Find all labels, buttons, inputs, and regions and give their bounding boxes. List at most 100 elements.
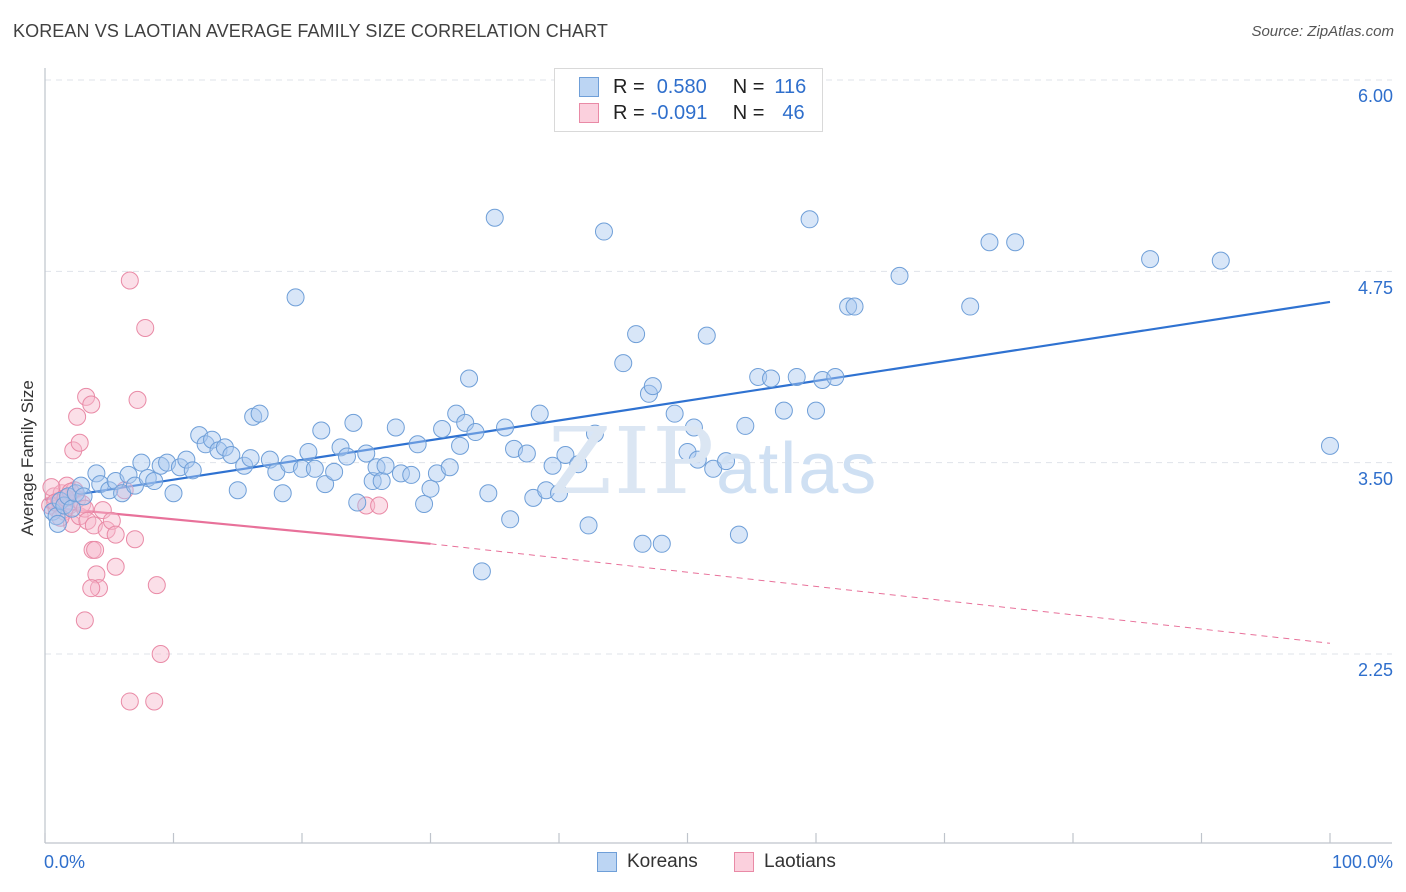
n-value: 46 [782, 101, 805, 124]
korean-point [550, 484, 568, 503]
laotian-point [136, 318, 155, 337]
korean-point [594, 222, 613, 241]
laotian-point [82, 395, 101, 414]
korean-point [774, 401, 793, 420]
laotian-trend-line-extrapolated [430, 543, 1331, 644]
korean-point [585, 424, 604, 443]
korean-point [678, 442, 697, 461]
korean-point [325, 462, 344, 481]
korean-point [807, 401, 825, 420]
korean-point [273, 484, 292, 503]
laotian-point [68, 407, 87, 426]
korean-point [569, 455, 588, 474]
korean-point [890, 266, 909, 285]
korean-point [456, 413, 475, 432]
stats-legend-korean: R = 0.580 N = 116 [579, 75, 806, 99]
korean-point [839, 297, 858, 316]
korean-point [845, 297, 864, 316]
korean-point [543, 456, 562, 475]
korean-point [286, 288, 305, 307]
laotian-point [70, 433, 89, 452]
korean-point [145, 472, 164, 491]
korean-point [357, 444, 376, 463]
laotian-point [147, 576, 166, 595]
korean-point [74, 487, 93, 506]
legend-label-koreans: Koreans [627, 851, 698, 872]
y-tick-label: 3.50 [1357, 469, 1393, 489]
korean-point [386, 418, 405, 437]
laotian-point [89, 579, 108, 598]
korean-point [293, 459, 311, 478]
laotian-point [82, 579, 101, 598]
korean-point [228, 481, 247, 500]
korean-point [697, 326, 716, 345]
r-label: R = [613, 75, 645, 98]
legend-item-koreans[interactable]: Koreans [597, 851, 698, 873]
x-tick-label-max: 100.0% [1331, 852, 1393, 872]
korean-point [331, 438, 350, 457]
stats-legend: R = 0.580 N = 116 R = -0.091 N = 46 [554, 68, 823, 132]
y-axis-title: Average Family Size [18, 380, 37, 536]
korean-point [402, 465, 421, 484]
korean-point [235, 456, 254, 475]
legend-item-laotians[interactable]: Laotians [734, 851, 836, 873]
laotian-point [115, 481, 134, 500]
laotian-point [145, 692, 164, 711]
watermark: ZIPatlas [548, 408, 878, 515]
korean-point [71, 476, 90, 495]
y-tick-label: 4.75 [1357, 278, 1393, 298]
korean-point [222, 446, 241, 465]
korean-point [87, 464, 106, 483]
korean-point [627, 325, 646, 344]
n-label: N = [732, 75, 765, 98]
korean-point [749, 367, 768, 386]
korean-point [800, 210, 819, 229]
y-tick-label: 6.00 [1357, 86, 1393, 106]
watermark-atlas: atlas [716, 429, 879, 509]
r-label: R = [613, 101, 645, 124]
korean-point [556, 446, 575, 465]
korean-point [665, 404, 684, 423]
korean-point [517, 444, 536, 463]
laotians-swatch [734, 852, 754, 872]
korean-point [643, 377, 662, 396]
gridlines [45, 79, 1392, 655]
korean-swatch [579, 77, 599, 97]
laotian-point [75, 611, 94, 630]
laotian-point [125, 530, 144, 549]
laotian-point [78, 511, 97, 530]
korean-point [1321, 436, 1339, 455]
korean-point [408, 435, 427, 454]
korean-point [215, 438, 234, 457]
korean-point [501, 510, 520, 529]
korean-point [344, 413, 363, 432]
korean-point [447, 404, 466, 423]
y-tick-label: 2.25 [1357, 660, 1393, 680]
korean-point [241, 449, 260, 468]
korean-point [48, 514, 67, 533]
korean-point [177, 450, 196, 469]
laotian-point [106, 557, 125, 576]
chart-source: Source: ZipAtlas.com [1251, 23, 1394, 40]
korean-point [826, 367, 845, 386]
korean-point [316, 475, 335, 494]
korean-point [485, 208, 504, 227]
korean-points [43, 208, 1339, 581]
korean-point [729, 525, 748, 544]
korean-point [530, 404, 549, 423]
korean-point [1006, 233, 1025, 252]
laotian-point [87, 565, 106, 584]
korean-point [688, 450, 707, 469]
korean-point [433, 419, 452, 438]
korean-point [496, 418, 515, 437]
korean-point [787, 367, 806, 386]
laotian-point [86, 540, 105, 559]
korean-point [91, 475, 110, 494]
laotian-point [106, 525, 125, 544]
korean-point [132, 453, 151, 472]
korean-point [348, 493, 367, 512]
laotian-swatch [579, 103, 599, 123]
korean-point [367, 458, 386, 477]
laotian-point [64, 441, 83, 460]
